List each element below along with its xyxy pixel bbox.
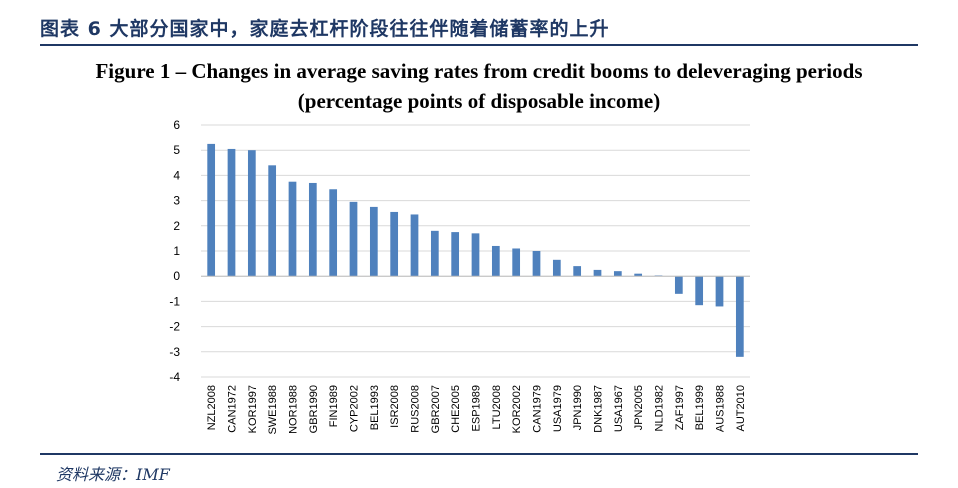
bar <box>227 148 236 277</box>
bar <box>532 251 541 277</box>
bar <box>613 271 622 277</box>
figure-subtitle: (percentage points of disposable income) <box>297 89 661 113</box>
x-tick-label: ZAF1997 <box>674 385 686 430</box>
bar <box>349 201 358 277</box>
bar <box>390 211 399 277</box>
bar <box>634 273 643 277</box>
bar <box>288 181 297 277</box>
y-tick-label: 5 <box>173 143 180 157</box>
bar <box>715 276 724 307</box>
x-tick-label: NLD1982 <box>654 385 666 431</box>
x-tick-label: CAN1979 <box>532 385 544 433</box>
x-tick-label: USA1967 <box>613 385 625 432</box>
y-tick-label: 0 <box>173 269 180 283</box>
y-tick-label: 3 <box>173 194 180 208</box>
y-tick-label: 6 <box>173 118 180 132</box>
x-tick-label: JPN2005 <box>633 385 645 430</box>
bar <box>451 232 460 277</box>
bar <box>430 230 439 277</box>
x-tick-label: ISR2008 <box>389 385 401 428</box>
x-tick-label: RUS2008 <box>410 385 422 433</box>
bar <box>369 206 378 277</box>
bar <box>491 245 500 277</box>
x-tick-label: KOR2002 <box>511 385 523 433</box>
x-tick-label: ESP1989 <box>471 385 483 431</box>
y-tick-label: 4 <box>173 168 180 182</box>
y-tick-label: -1 <box>169 294 180 308</box>
bar <box>207 143 216 277</box>
x-tick-label: FIN1989 <box>328 385 340 427</box>
bar <box>329 189 338 277</box>
bar <box>268 165 277 277</box>
bar <box>573 266 582 277</box>
bar <box>593 269 602 277</box>
x-tick-label: AUS1988 <box>715 385 727 432</box>
x-tick-label: NZL2008 <box>206 385 218 430</box>
figure-title: Figure 1 – Changes in average saving rat… <box>95 59 863 83</box>
x-tick-label: NOR1988 <box>288 385 300 434</box>
bar <box>247 150 256 277</box>
x-tick-label: KOR1997 <box>247 385 259 433</box>
source-note: 资料来源：IMF <box>56 465 170 484</box>
bar <box>308 182 317 277</box>
header-divider <box>40 44 918 46</box>
report-figure-header: 图表 6 大部分国家中，家庭去杠杆阶段往往伴随着储蓄率的上升 <box>40 18 610 40</box>
bar <box>552 259 561 277</box>
bar <box>735 276 744 357</box>
bar <box>410 214 419 277</box>
y-tick-label: -2 <box>169 320 180 334</box>
bar <box>471 233 480 277</box>
x-tick-label: BEL1993 <box>369 385 381 430</box>
y-tick-label: -4 <box>169 370 180 384</box>
y-tick-label: 2 <box>173 219 180 233</box>
y-tick-label: -3 <box>169 345 180 359</box>
bar <box>674 276 683 294</box>
x-tick-label: GBR1990 <box>308 385 320 433</box>
x-tick-label: CYP2002 <box>349 385 361 432</box>
bar <box>695 276 704 306</box>
x-tick-label: JPN1990 <box>572 385 584 430</box>
x-tick-label: DNK1987 <box>593 385 605 433</box>
y-tick-label: 1 <box>173 244 180 258</box>
x-tick-label: USA1979 <box>552 385 564 432</box>
x-tick-label: CAN1972 <box>227 385 239 433</box>
x-tick-label: LTU2008 <box>491 385 503 429</box>
x-tick-label: BEL1999 <box>694 385 706 430</box>
x-tick-label: GBR2007 <box>430 385 442 433</box>
x-tick-label: SWE1988 <box>267 385 279 435</box>
x-tick-label: AUT2010 <box>735 385 747 431</box>
bar <box>512 248 521 277</box>
footer-divider <box>40 453 918 455</box>
x-tick-label: CHE2005 <box>450 385 462 433</box>
